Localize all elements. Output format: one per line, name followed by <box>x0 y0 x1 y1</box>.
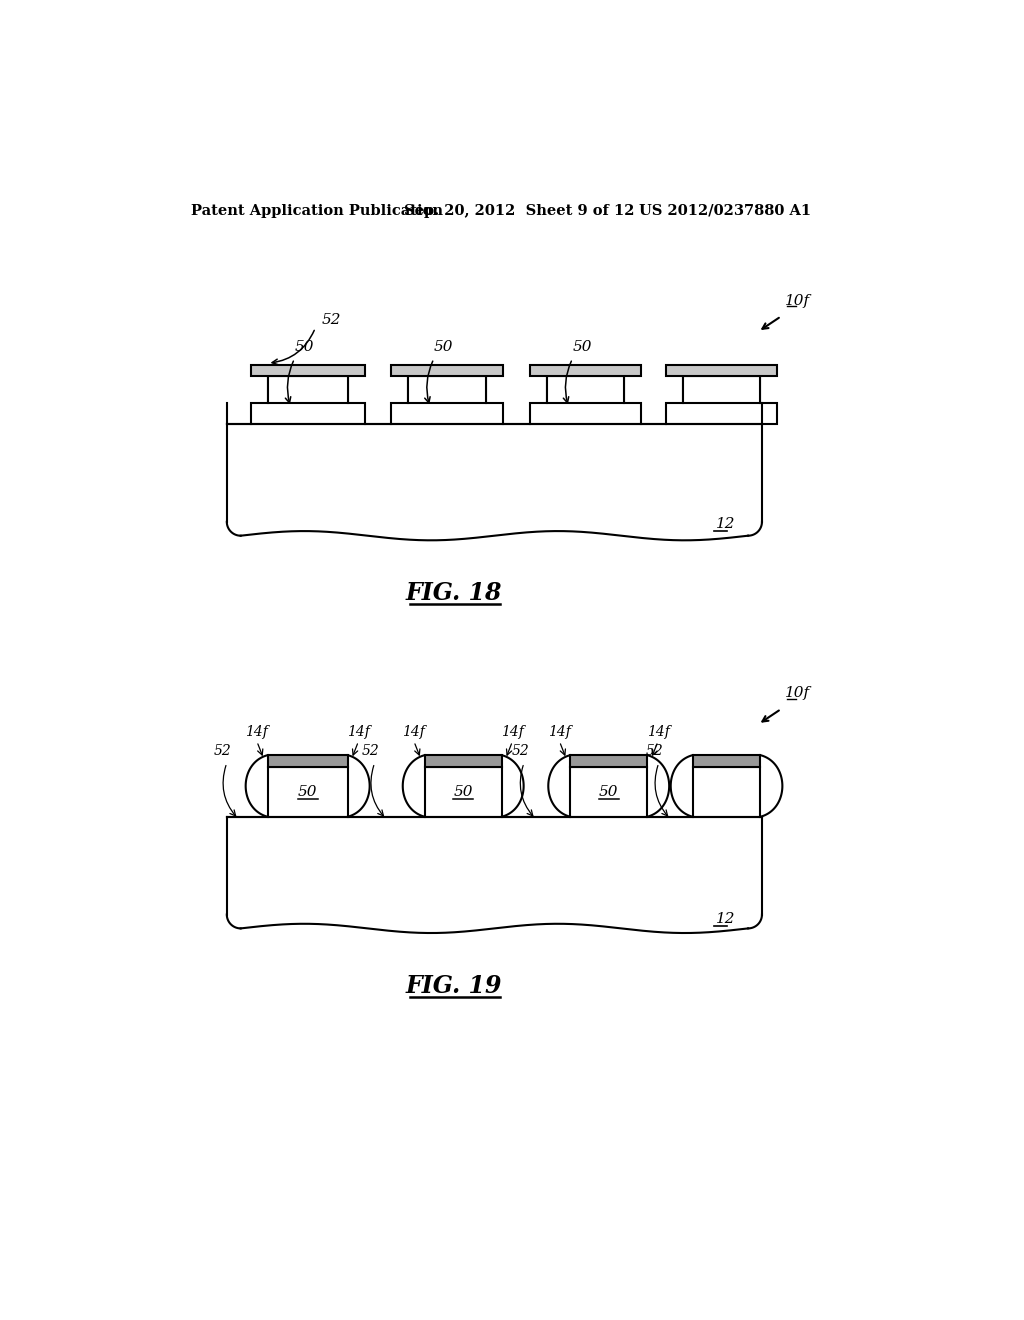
Polygon shape <box>692 755 761 767</box>
Polygon shape <box>391 376 503 424</box>
Text: 52: 52 <box>361 744 380 758</box>
Text: 14f: 14f <box>246 725 268 739</box>
Text: FIG. 18: FIG. 18 <box>406 581 502 606</box>
Text: 52: 52 <box>511 744 529 758</box>
Polygon shape <box>683 376 761 404</box>
Text: 10f: 10f <box>785 294 810 308</box>
Polygon shape <box>408 376 486 404</box>
Text: 52: 52 <box>646 744 664 758</box>
Polygon shape <box>425 767 502 817</box>
Polygon shape <box>267 767 348 817</box>
Polygon shape <box>267 755 348 767</box>
Polygon shape <box>530 364 641 376</box>
Text: 50: 50 <box>434 341 454 354</box>
Polygon shape <box>667 364 777 376</box>
Polygon shape <box>251 364 365 376</box>
Polygon shape <box>667 376 777 424</box>
Text: 14f: 14f <box>347 725 370 739</box>
Text: 50: 50 <box>599 784 618 799</box>
Text: Patent Application Publication: Patent Application Publication <box>190 203 442 218</box>
Text: US 2012/0237880 A1: US 2012/0237880 A1 <box>639 203 811 218</box>
Text: 14f: 14f <box>548 725 571 739</box>
Text: 52: 52 <box>214 744 231 758</box>
Polygon shape <box>570 755 647 767</box>
Text: 10f: 10f <box>785 686 810 701</box>
Polygon shape <box>425 755 502 767</box>
Polygon shape <box>391 364 503 376</box>
Text: 14f: 14f <box>501 725 524 739</box>
Polygon shape <box>267 376 348 404</box>
Text: 12: 12 <box>716 912 735 927</box>
Polygon shape <box>251 376 365 424</box>
Text: 50: 50 <box>454 784 473 799</box>
Polygon shape <box>530 376 641 424</box>
Text: 52: 52 <box>322 313 341 327</box>
Text: 50: 50 <box>295 341 314 354</box>
Text: 14f: 14f <box>402 725 425 739</box>
Text: 50: 50 <box>572 341 592 354</box>
Text: 14f: 14f <box>646 725 670 739</box>
Polygon shape <box>570 767 647 817</box>
Polygon shape <box>547 376 625 404</box>
Polygon shape <box>692 767 761 817</box>
Text: FIG. 19: FIG. 19 <box>406 974 502 998</box>
Text: 12: 12 <box>716 517 735 531</box>
Text: Sep. 20, 2012  Sheet 9 of 12: Sep. 20, 2012 Sheet 9 of 12 <box>403 203 635 218</box>
Text: 50: 50 <box>298 784 317 799</box>
